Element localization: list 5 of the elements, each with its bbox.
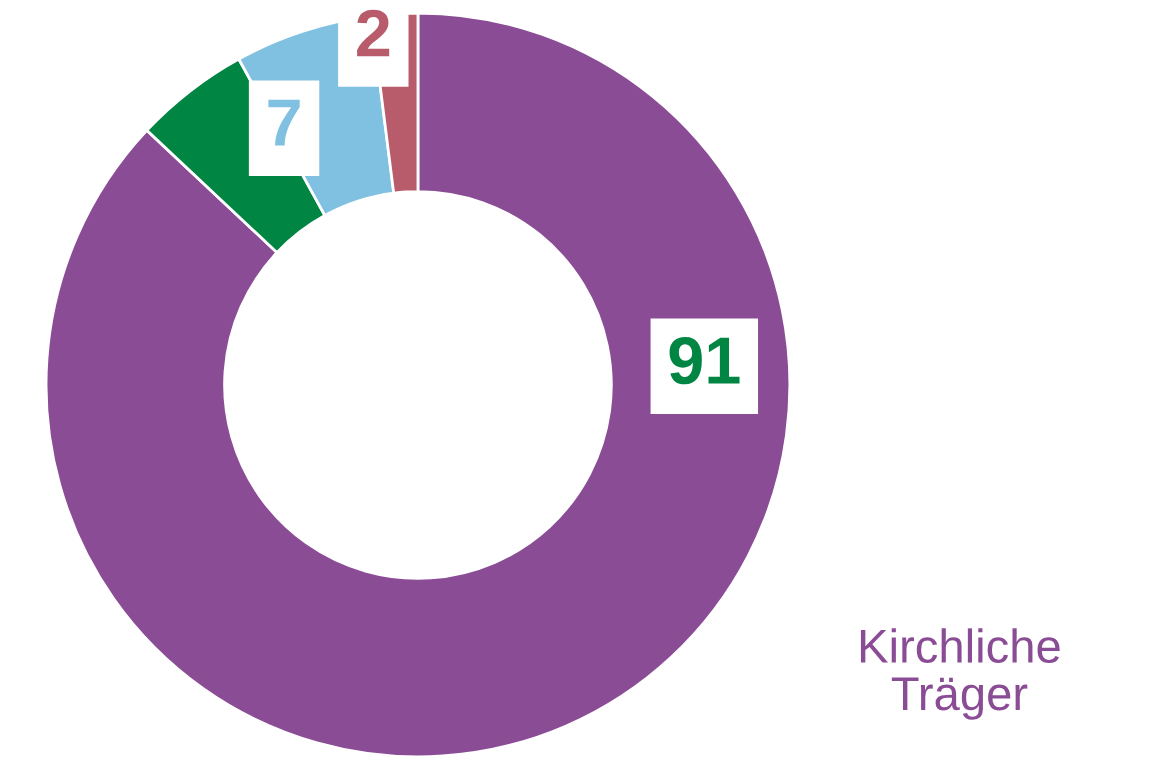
slice-label: Kirchliche Träger — [860, 628, 1060, 720]
donut-slice — [44, 11, 792, 759]
text: 2 — [357, 9, 390, 57]
text: 91 — [669, 337, 740, 385]
text: 7 — [268, 99, 300, 146]
